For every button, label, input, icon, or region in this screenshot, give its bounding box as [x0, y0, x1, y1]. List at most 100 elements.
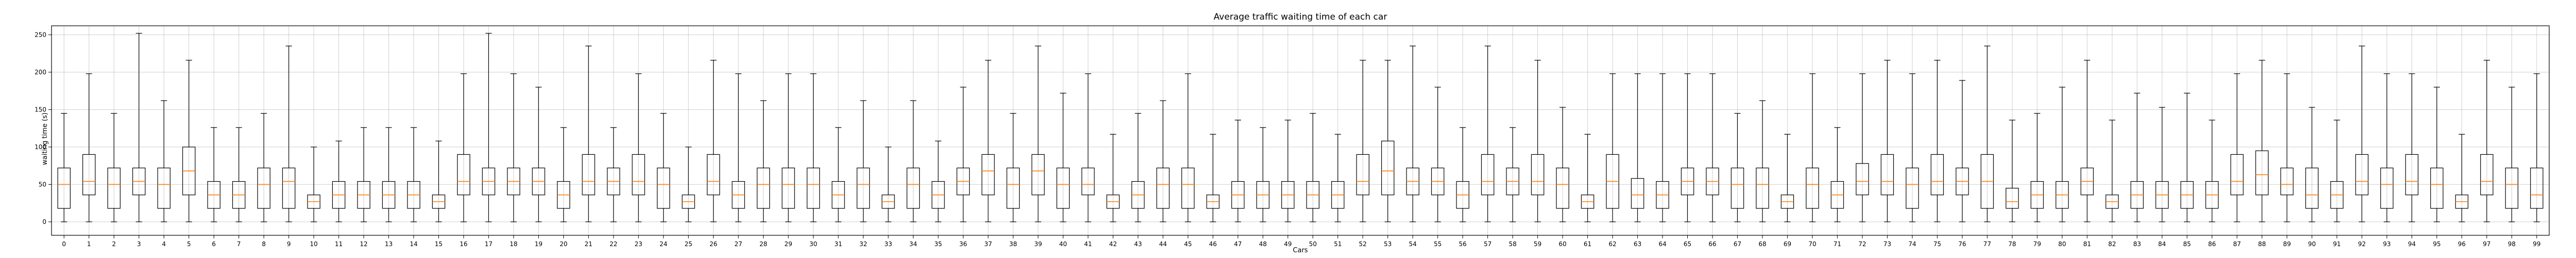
x-tick-label: 61: [1584, 240, 1591, 248]
box-car-54: [1406, 45, 1419, 222]
box-car-56: [1456, 127, 1469, 222]
box-car-23: [632, 73, 646, 222]
x-tick-label: 98: [2508, 240, 2516, 248]
iqr-box: [1381, 140, 1395, 196]
box-car-70: [1806, 73, 1819, 222]
iqr-box: [2480, 154, 2494, 196]
x-tick-label: 83: [2133, 240, 2141, 248]
x-tick-label: 64: [1658, 240, 1666, 248]
box-car-7: [232, 127, 246, 222]
box-car-40: [1056, 92, 1070, 222]
x-tick-label: 59: [1534, 240, 1541, 248]
box-car-47: [1231, 120, 1245, 222]
iqr-box: [2280, 167, 2294, 196]
x-tick-label: 81: [2083, 240, 2091, 248]
x-tick-label: 78: [2008, 240, 2016, 248]
y-axis-label: waiting time (s): [41, 112, 49, 165]
x-tick-label: 13: [385, 240, 393, 248]
iqr-box: [657, 167, 670, 209]
iqr-box: [856, 167, 870, 209]
x-tick-label: 25: [685, 240, 692, 248]
box-car-26: [706, 60, 720, 222]
box-car-68: [1756, 100, 1769, 222]
x-tick-label: 92: [2358, 240, 2366, 248]
box-car-50: [1306, 113, 1319, 222]
x-tick-label: 14: [410, 240, 417, 248]
x-tick-label: 29: [785, 240, 792, 248]
iqr-box: [2530, 167, 2544, 209]
iqr-box: [1856, 163, 1869, 196]
x-tick-label: 47: [1234, 240, 1242, 248]
box-car-63: [1631, 73, 1645, 222]
box-car-39: [1031, 45, 1045, 222]
box-car-84: [2155, 107, 2169, 222]
box-car-51: [1331, 134, 1345, 222]
box-car-13: [382, 127, 396, 222]
x-tick-label: 44: [1159, 240, 1167, 248]
box-car-94: [2405, 73, 2419, 222]
box-car-96: [2455, 134, 2469, 222]
x-tick-label: 26: [709, 240, 717, 248]
iqr-box: [1880, 154, 1894, 196]
x-tick-label: 19: [535, 240, 543, 248]
x-tick-label: 99: [2533, 240, 2540, 248]
box-car-11: [332, 140, 346, 222]
x-tick-label: 32: [859, 240, 867, 248]
x-tick-label: 22: [609, 240, 617, 248]
box-car-64: [1656, 73, 1669, 222]
x-tick-label: 95: [2433, 240, 2441, 248]
iqr-box: [82, 154, 96, 196]
y-tick-label: 50: [39, 181, 46, 188]
iqr-box: [257, 167, 270, 209]
box-car-87: [2230, 73, 2244, 222]
x-tick-label: 58: [1509, 240, 1516, 248]
box-car-99: [2530, 73, 2544, 222]
x-tick-label: 74: [1908, 240, 1916, 248]
iqr-box: [782, 167, 795, 209]
iqr-box: [706, 154, 720, 196]
box-car-41: [1081, 73, 1095, 222]
box-car-43: [1131, 113, 1145, 222]
box-car-90: [2305, 107, 2319, 222]
x-tick-label: 48: [1259, 240, 1267, 248]
x-tick-label: 31: [834, 240, 842, 248]
x-tick-label: 69: [1784, 240, 1791, 248]
y-tick-label: 200: [35, 69, 46, 76]
iqr-box: [1081, 167, 1095, 196]
x-tick-label: 63: [1634, 240, 1641, 248]
x-tick-label: 21: [585, 240, 592, 248]
x-tick-label: 96: [2458, 240, 2466, 248]
x-tick-label: 77: [1984, 240, 1991, 248]
box-car-31: [832, 127, 845, 222]
box-car-1: [82, 73, 96, 222]
x-tick-label: 72: [1858, 240, 1866, 248]
x-tick-label: 57: [1484, 240, 1492, 248]
iqr-box: [1006, 167, 1020, 209]
iqr-box: [2305, 167, 2319, 209]
x-tick-label: 11: [335, 240, 343, 248]
x-tick-label: 17: [485, 240, 493, 248]
x-tick-label: 67: [1734, 240, 1741, 248]
iqr-box: [1356, 154, 1369, 196]
x-tick-label: 2: [112, 240, 116, 248]
x-tick-label: 56: [1459, 240, 1466, 248]
y-tick-label: 250: [35, 31, 46, 38]
iqr-box: [1930, 154, 1944, 196]
box-car-21: [582, 45, 596, 222]
box-car-44: [1156, 100, 1170, 222]
x-tick-label: 51: [1334, 240, 1342, 248]
iqr-box: [1806, 167, 1819, 209]
iqr-box: [57, 167, 71, 209]
box-car-91: [2330, 120, 2344, 222]
x-tick-label: 76: [1958, 240, 1966, 248]
x-tick-label: 3: [137, 240, 141, 248]
plot-frame: [51, 25, 2550, 236]
box-car-16: [457, 73, 470, 222]
x-tick-label: 84: [2158, 240, 2166, 248]
box-car-29: [782, 73, 795, 222]
box-car-72: [1856, 73, 1869, 222]
box-car-83: [2130, 92, 2144, 222]
x-tick-label: 50: [1309, 240, 1317, 248]
box-car-88: [2255, 60, 2269, 222]
x-tick-label: 80: [2058, 240, 2066, 248]
